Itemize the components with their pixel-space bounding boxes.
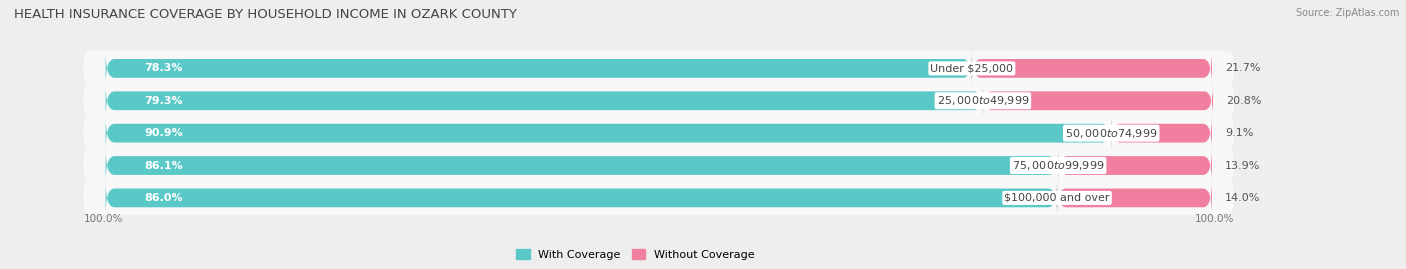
FancyBboxPatch shape: [83, 148, 1234, 183]
FancyBboxPatch shape: [1111, 117, 1212, 150]
Text: 90.9%: 90.9%: [145, 128, 183, 138]
FancyBboxPatch shape: [83, 116, 1234, 150]
Legend: With Coverage, Without Coverage: With Coverage, Without Coverage: [512, 244, 759, 264]
Text: 86.1%: 86.1%: [145, 161, 183, 171]
Text: HEALTH INSURANCE COVERAGE BY HOUSEHOLD INCOME IN OZARK COUNTY: HEALTH INSURANCE COVERAGE BY HOUSEHOLD I…: [14, 8, 517, 21]
Text: $100,000 and over: $100,000 and over: [1004, 193, 1109, 203]
FancyBboxPatch shape: [972, 52, 1212, 85]
Text: Under $25,000: Under $25,000: [931, 63, 1014, 73]
Text: Source: ZipAtlas.com: Source: ZipAtlas.com: [1295, 8, 1399, 18]
Text: 79.3%: 79.3%: [145, 96, 183, 106]
FancyBboxPatch shape: [105, 52, 972, 85]
FancyBboxPatch shape: [983, 84, 1213, 117]
Text: 100.0%: 100.0%: [83, 214, 122, 224]
Text: 21.7%: 21.7%: [1225, 63, 1261, 73]
FancyBboxPatch shape: [83, 51, 1234, 86]
FancyBboxPatch shape: [83, 181, 1234, 215]
FancyBboxPatch shape: [1059, 149, 1212, 182]
Text: $75,000 to $99,999: $75,000 to $99,999: [1012, 159, 1104, 172]
Text: 14.0%: 14.0%: [1225, 193, 1261, 203]
Text: $25,000 to $49,999: $25,000 to $49,999: [936, 94, 1029, 107]
Text: 78.3%: 78.3%: [145, 63, 183, 73]
FancyBboxPatch shape: [105, 181, 1057, 214]
FancyBboxPatch shape: [1057, 181, 1212, 214]
Text: 9.1%: 9.1%: [1225, 128, 1254, 138]
FancyBboxPatch shape: [105, 149, 1059, 182]
Text: $50,000 to $74,999: $50,000 to $74,999: [1064, 127, 1157, 140]
Text: 20.8%: 20.8%: [1226, 96, 1261, 106]
Text: 86.0%: 86.0%: [145, 193, 183, 203]
FancyBboxPatch shape: [105, 117, 1111, 150]
Text: 100.0%: 100.0%: [1195, 214, 1234, 224]
FancyBboxPatch shape: [105, 84, 983, 117]
Text: 13.9%: 13.9%: [1225, 161, 1261, 171]
FancyBboxPatch shape: [83, 83, 1234, 118]
